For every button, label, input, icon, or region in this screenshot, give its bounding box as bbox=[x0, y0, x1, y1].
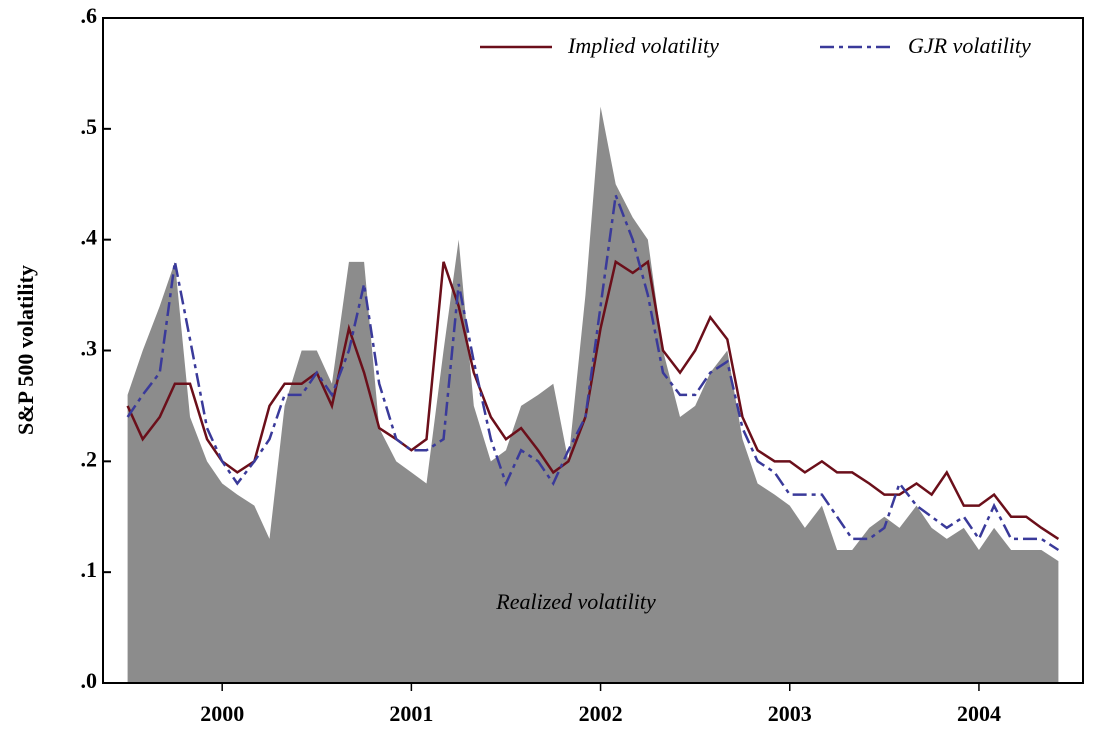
x-tick-label: 2001 bbox=[389, 701, 433, 726]
y-tick-label: .4 bbox=[81, 225, 98, 250]
line bbox=[126, 259, 1060, 540]
x-tick-label: 2002 bbox=[579, 701, 623, 726]
annotation: Realized volatility bbox=[495, 589, 656, 614]
area bbox=[127, 106, 1059, 683]
y-tick-label: .1 bbox=[81, 557, 98, 582]
y-axis-label: S&P 500 volatility bbox=[13, 265, 38, 435]
y-tick-label: .5 bbox=[81, 114, 98, 139]
y-tick-label: .3 bbox=[81, 336, 98, 361]
x-tick-label: 2000 bbox=[200, 701, 244, 726]
x-tick-label: 2003 bbox=[768, 701, 812, 726]
line bbox=[126, 194, 1060, 552]
y-tick-label: .2 bbox=[81, 446, 98, 471]
legend-label: Implied volatility bbox=[567, 33, 719, 58]
y-tick-label: .6 bbox=[81, 3, 98, 28]
legend-label: GJR volatility bbox=[908, 33, 1031, 58]
x-tick-label: 2004 bbox=[957, 701, 1001, 726]
y-tick-label: .0 bbox=[81, 668, 98, 693]
